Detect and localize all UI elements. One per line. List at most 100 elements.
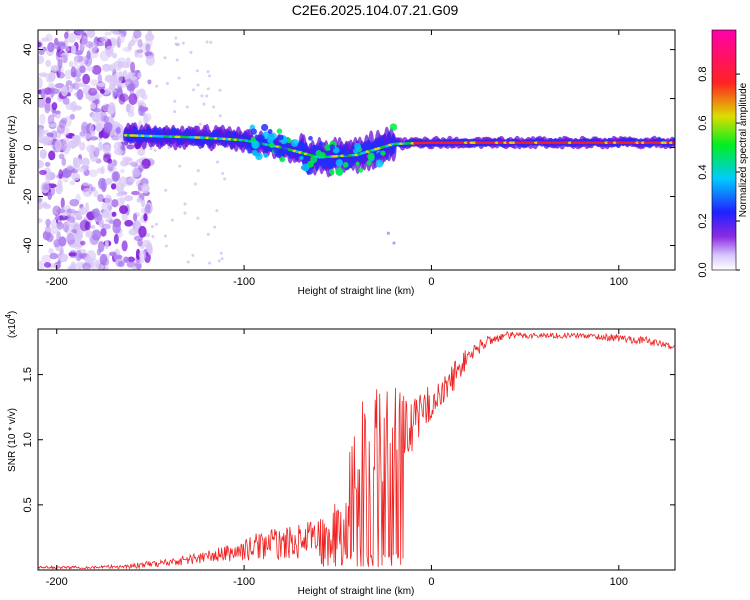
signal-blob xyxy=(335,167,344,176)
noise-blob xyxy=(137,53,144,59)
colorbar: 0.0 0.2 0.4 0.6 0.8 Normalized spectral ampl… xyxy=(697,29,749,278)
noise-blob xyxy=(93,210,99,222)
noise-blob xyxy=(66,144,72,152)
noise-dot xyxy=(221,171,225,175)
signal-blob xyxy=(286,137,292,143)
noise-blob xyxy=(51,218,57,229)
signal-blob xyxy=(380,150,386,156)
noise-blob xyxy=(46,132,54,138)
noise-blob xyxy=(38,97,46,109)
noise-blob xyxy=(133,30,142,39)
y-tick-label: 0.5 xyxy=(22,497,34,512)
noise-blob xyxy=(122,70,128,78)
noise-blob xyxy=(38,159,44,169)
spectrogram-frame xyxy=(37,29,676,271)
noise-blob xyxy=(69,113,76,120)
noise-blob xyxy=(41,254,52,263)
signal-blob xyxy=(366,160,372,166)
noise-blob xyxy=(133,213,138,222)
noise-blob xyxy=(38,128,45,133)
noise-blob xyxy=(120,168,125,174)
noise-blob xyxy=(61,85,68,97)
noise-dot xyxy=(213,225,217,229)
noise-blob xyxy=(101,223,112,230)
noise-blob xyxy=(74,30,85,35)
noise-blob xyxy=(43,167,52,177)
signal-blob xyxy=(325,159,334,168)
noise-blob xyxy=(73,55,79,67)
noise-blob xyxy=(47,191,52,200)
noise-blob xyxy=(38,55,45,64)
signal-peak xyxy=(671,141,675,144)
signal-blob xyxy=(296,143,305,151)
noise-blob xyxy=(82,73,91,85)
noise-blob xyxy=(145,43,151,52)
noise-blob xyxy=(74,49,83,56)
noise-blob xyxy=(72,134,81,147)
signal-blob xyxy=(276,128,283,134)
noise-dot xyxy=(174,42,178,46)
noise-dot xyxy=(223,177,227,181)
noise-blob xyxy=(42,183,51,190)
signal-blob xyxy=(250,128,257,135)
noise-blob xyxy=(142,239,151,244)
noise-blob xyxy=(145,204,151,213)
noise-blob xyxy=(96,41,105,47)
signal-blob xyxy=(267,137,274,144)
noise-blob xyxy=(45,174,51,184)
noise-blob xyxy=(107,210,114,221)
noise-blob xyxy=(80,240,86,246)
noise-dot xyxy=(176,42,180,46)
noise-blob xyxy=(72,157,78,169)
noise-blob xyxy=(39,113,46,125)
noise-blob xyxy=(143,243,152,248)
noise-blob xyxy=(112,52,118,59)
signal-blob xyxy=(355,161,360,166)
noise-blob xyxy=(41,37,50,42)
noise-blob xyxy=(135,262,142,270)
signal-blob xyxy=(389,123,398,131)
noise-blob xyxy=(91,112,102,123)
noise-dot xyxy=(218,88,222,92)
noise-dot xyxy=(150,225,154,229)
noise-blob xyxy=(56,221,64,230)
noise-blob xyxy=(103,153,111,163)
signal-blob xyxy=(269,142,275,149)
signal-blob xyxy=(315,150,322,157)
snr-y-label: SNR (10 * v/v) xyxy=(7,408,18,472)
noise-dot xyxy=(202,102,206,106)
y-tick-label: 40 xyxy=(22,43,34,55)
noise-blob xyxy=(40,88,46,99)
snr-frame xyxy=(37,328,676,571)
noise-blob xyxy=(45,136,53,146)
noise-blob xyxy=(145,55,155,66)
noise-blob xyxy=(98,141,103,152)
noise-dot xyxy=(177,76,181,80)
y-tick-label: 20 xyxy=(22,92,34,104)
noise-blob xyxy=(90,224,96,230)
noise-blob xyxy=(124,219,134,227)
noise-blob xyxy=(44,102,51,114)
signal-blob xyxy=(375,159,384,168)
noise-blob xyxy=(117,57,126,63)
signal-blob xyxy=(251,140,260,149)
noise-blob xyxy=(38,197,43,204)
noise-blob xyxy=(107,107,115,115)
noise-blob xyxy=(86,250,97,262)
noise-blob xyxy=(97,82,107,87)
noise-blob xyxy=(130,161,138,167)
noise-blob xyxy=(108,219,116,225)
noise-dot xyxy=(218,114,222,118)
spectrogram-heatmap xyxy=(38,30,675,270)
noise-blob xyxy=(110,183,117,190)
noise-blob xyxy=(69,198,80,207)
noise-blob xyxy=(131,190,140,196)
signal-blob xyxy=(318,141,324,147)
colorbar-tick-label: 0.2 xyxy=(697,213,709,228)
noise-blob xyxy=(96,167,104,174)
y-tick-label: 1.0 xyxy=(22,432,34,447)
noise-blob xyxy=(48,150,56,161)
noise-blob xyxy=(120,160,129,167)
noise-blob xyxy=(137,39,143,48)
